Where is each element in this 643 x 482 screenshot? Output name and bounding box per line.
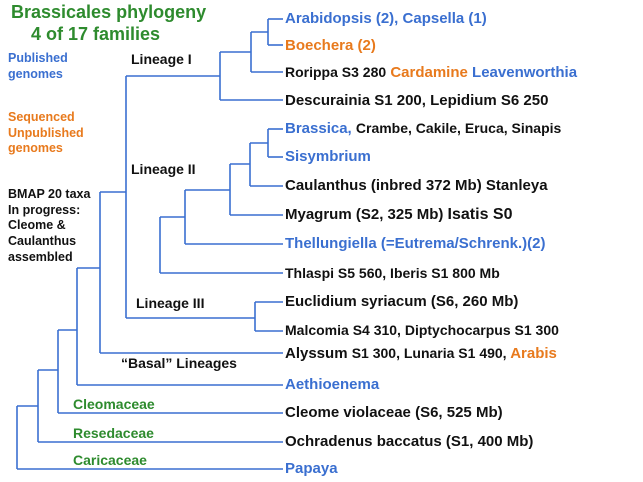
leaf-thellungiella: Thellungiella (=Eutrema/Schrenk.)(2) bbox=[285, 235, 546, 252]
leaf-aethionema: Aethioenema bbox=[285, 376, 380, 393]
title-line-2: 4 of 17 families bbox=[31, 24, 161, 44]
title-line-1: Brassicales phylogeny bbox=[11, 2, 207, 22]
clade-basal: “Basal” Lineages bbox=[121, 355, 237, 371]
leaf-euclidium: Euclidium syriacum (S6, 260 Mb) bbox=[285, 293, 519, 310]
leaf-myagrum: Myagrum (S2, 325 Mb) Isatis S0 bbox=[285, 206, 513, 223]
leaf-sisymbrium: Sisymbrium bbox=[285, 148, 371, 165]
leaf-caulanthus: Caulanthus (inbred 372 Mb) Stanleya bbox=[285, 177, 548, 194]
leaf-alyssum: Alyssum S1 300, Lunaria S1 490, Arabis bbox=[285, 345, 557, 362]
leaf-brassica: Brassica, Crambe, Cakile, Eruca, Sinapis bbox=[285, 120, 562, 137]
clade-lineage-1: Lineage I bbox=[131, 51, 192, 67]
legend-sequenced-unpublished: Sequenced Unpublished genomes bbox=[8, 110, 84, 156]
leaf-rorippa: Rorippa S3 280 Cardamine Leavenworthia bbox=[285, 64, 578, 81]
leaf-ochradenus: Ochradenus baccatus (S1, 400 Mb) bbox=[285, 433, 534, 450]
leaf-malcomia: Malcomia S4 310, Diptychocarpus S1 300 bbox=[285, 322, 559, 338]
family-resedaceae: Resedaceae bbox=[73, 425, 154, 441]
leaf-cleome: Cleome violaceae (S6, 525 Mb) bbox=[285, 404, 503, 421]
leaf-boechera: Boechera (2) bbox=[285, 37, 376, 54]
clade-lineage-3: Lineage III bbox=[136, 295, 205, 311]
leaf-arabidopsis: Arabidopsis (2), Capsella (1) bbox=[285, 10, 487, 27]
legend-published: Published genomes bbox=[8, 51, 68, 81]
leaf-papaya: Papaya bbox=[285, 460, 338, 477]
clade-lineage-2: Lineage II bbox=[131, 161, 196, 177]
leaf-thlaspi: Thlaspi S5 560, Iberis S1 800 Mb bbox=[285, 265, 500, 281]
legend-bmap: BMAP 20 taxa In progress: Cleome & Caula… bbox=[8, 187, 91, 264]
family-cleomaceae: Cleomaceae bbox=[73, 396, 155, 412]
family-caricaceae: Caricaceae bbox=[73, 452, 147, 468]
leaf-descurainia: Descurainia S1 200, Lepidium S6 250 bbox=[285, 92, 549, 109]
